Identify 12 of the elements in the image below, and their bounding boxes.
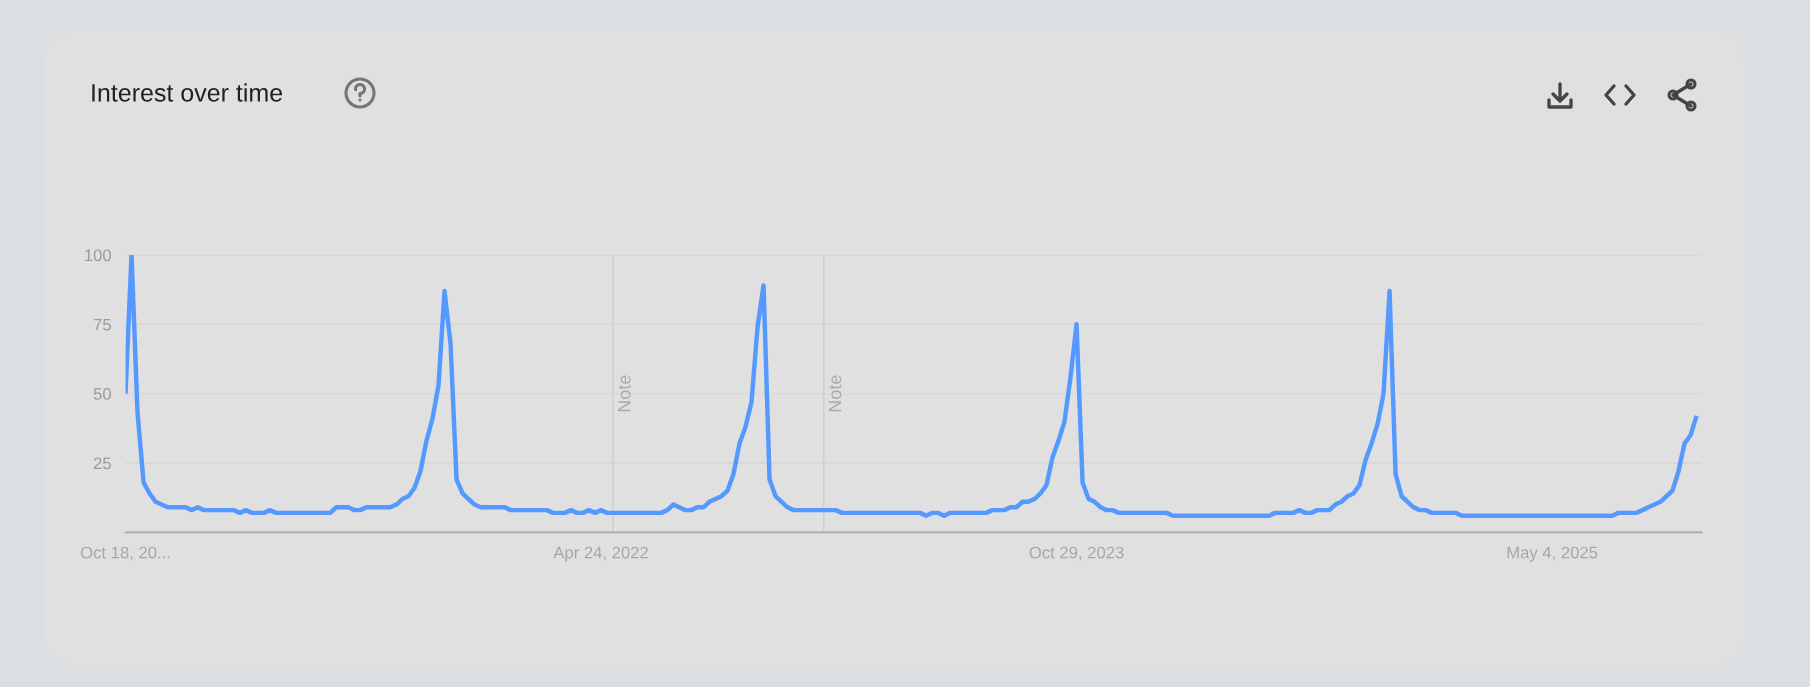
line-series [125,255,1699,518]
x-tick-label: Oct 29, 2023 [1029,546,1124,561]
ref-line-label: Note [618,375,631,412]
ref-line-label: Note [828,375,842,412]
y-tick-label: 75 [93,318,111,331]
x-tick-label: Oct 18, 20... [80,546,170,561]
x-tick-label: May 4, 2025 [1507,546,1598,562]
y-tick-label: 100 [85,249,111,262]
y-tick-label: 50 [93,388,111,400]
chart-title: Interest over time [92,83,283,102]
x-tick-label: Apr 24, 2022 [553,546,648,562]
y-tick-label: 25 [93,457,111,470]
